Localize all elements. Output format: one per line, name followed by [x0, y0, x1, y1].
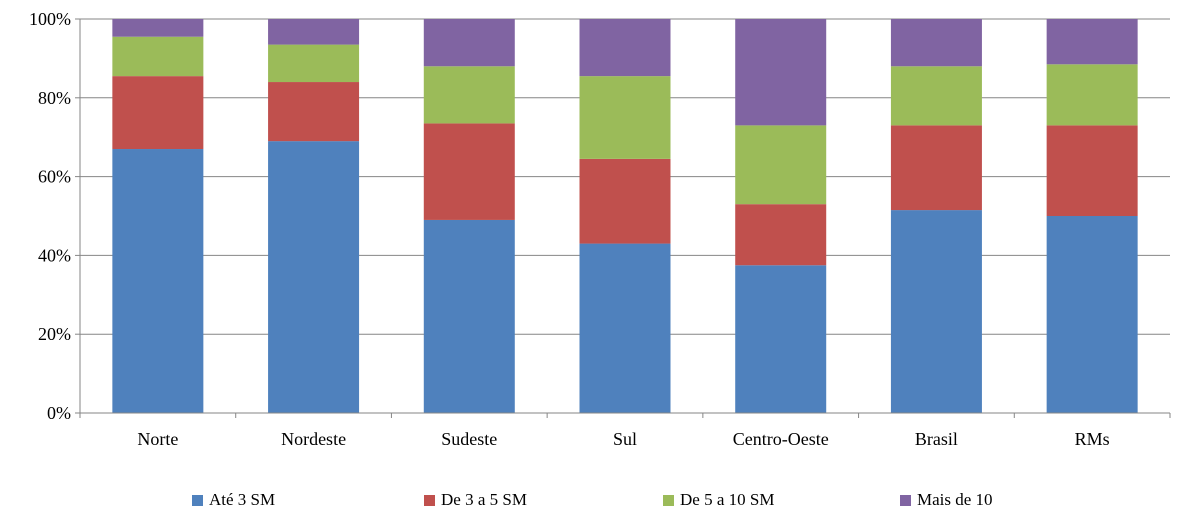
y-tick-label: 0%	[47, 403, 71, 423]
x-tick-label: Sudeste	[441, 429, 497, 449]
bar-segment	[579, 76, 671, 159]
y-tick-label: 100%	[29, 9, 71, 29]
legend: Até 3 SM De 3 a 5 SM De 5 a 10 SM Mais de 1…	[0, 488, 1179, 512]
bar-segment	[268, 141, 360, 413]
x-tick-label: Sul	[613, 429, 637, 449]
legend-label: Até 3 SM	[209, 490, 276, 509]
bar-segment	[890, 210, 982, 413]
x-tick-labels: Norte Nordeste Sudeste Sul Centro-Oeste Brasi…	[137, 429, 1109, 449]
bar-segment	[735, 204, 827, 266]
bar-segment	[890, 19, 982, 67]
bar-segment	[1046, 64, 1138, 126]
bar-segment	[579, 158, 671, 244]
bar-segment	[1046, 19, 1138, 65]
bar-segment	[890, 125, 982, 211]
x-tick-label: Nordeste	[281, 429, 346, 449]
y-tick-labels: 0% 20% 40% 60% 80% 100%	[29, 9, 71, 423]
bar-segment	[890, 66, 982, 126]
x-tick-label: RMs	[1075, 429, 1110, 449]
bar-segment	[112, 149, 204, 413]
bar-segment	[423, 66, 515, 124]
y-tick-label: 60%	[38, 167, 71, 187]
legend-label: De 5 a 10 SM	[680, 490, 775, 509]
bar-segment	[268, 44, 360, 83]
legend-swatch	[663, 494, 674, 506]
legend-swatch	[424, 494, 435, 506]
legend-item: De 3 a 5 SM	[424, 488, 527, 512]
x-tick-label: Centro-Oeste	[733, 429, 829, 449]
bar-segment	[423, 123, 515, 220]
y-tick-label: 80%	[38, 88, 71, 108]
bar-segment	[112, 76, 204, 150]
y-tick-label: 20%	[38, 324, 71, 344]
axes	[75, 18, 1171, 418]
y-tick-label: 40%	[38, 245, 71, 265]
bar-segment	[268, 19, 360, 45]
bar-segment	[1046, 125, 1138, 216]
legend-item: Mais de 10	[900, 488, 993, 512]
x-tick-label: Norte	[137, 429, 178, 449]
legend-label: Mais de 10	[917, 490, 993, 509]
legend-swatch	[192, 494, 203, 506]
x-tick-label: Brasil	[915, 429, 958, 449]
bar-segment	[735, 19, 827, 126]
legend-swatch	[900, 494, 911, 506]
bar-segment	[735, 265, 827, 413]
legend-label: De 3 a 5 SM	[441, 490, 527, 509]
bar-segment	[423, 19, 515, 67]
legend-item: De 5 a 10 SM	[663, 488, 774, 512]
bars	[112, 19, 1138, 413]
bar-segment	[579, 243, 671, 413]
bar-segment	[1046, 216, 1138, 413]
legend-item: Até 3 SM	[192, 488, 275, 512]
bar-segment	[268, 82, 360, 142]
bar-segment	[112, 19, 204, 37]
bar-segment	[735, 125, 827, 205]
bar-segment	[423, 219, 515, 413]
bar-segment	[579, 19, 671, 77]
bar-segment	[112, 36, 204, 77]
